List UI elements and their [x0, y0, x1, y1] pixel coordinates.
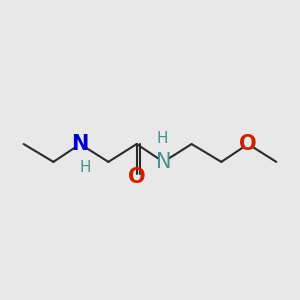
- Text: O: O: [239, 134, 257, 154]
- Text: N: N: [71, 134, 89, 154]
- Text: O: O: [128, 167, 146, 187]
- Text: N: N: [156, 152, 171, 172]
- Text: H: H: [80, 160, 91, 175]
- Text: H: H: [156, 130, 168, 146]
